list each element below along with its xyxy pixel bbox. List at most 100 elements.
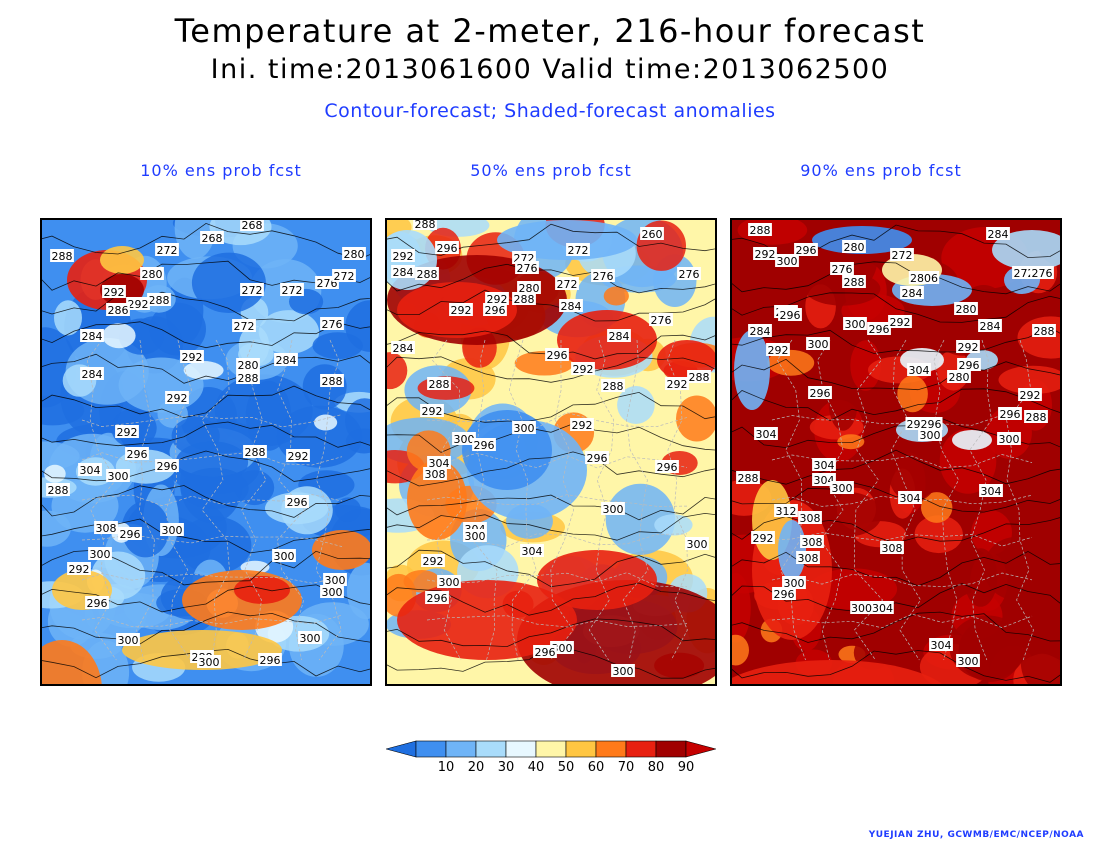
contour-label: 296 [998,407,1022,421]
contour-label: 300 [116,633,140,647]
contour-label: 272 [555,277,579,291]
contour-label: 2806 [908,271,940,285]
svg-text:272: 272 [282,284,303,297]
svg-text:300: 300 [603,503,624,516]
svg-text:304: 304 [814,459,835,472]
contour-label: 288 [50,249,74,263]
contour-label: 308 [94,521,118,535]
contour-label: 292 [391,249,415,263]
contour-label: 300 [452,432,476,446]
svg-text:300304: 300304 [851,602,893,615]
contour-label: 272 [1012,266,1036,280]
contour-label: 284 [391,265,415,279]
colorbar-label: 30 [497,760,515,775]
svg-text:284: 284 [82,330,103,343]
contour-label: 308 [423,467,447,481]
colorbar-swatch [535,740,567,758]
contour-label: 272 [332,269,356,283]
svg-text:296: 296 [535,646,556,659]
colorbar [386,740,716,758]
svg-text:304: 304 [931,639,952,652]
svg-text:288: 288 [750,224,771,237]
contour-label: 260 [640,227,664,241]
svg-text:296: 296 [780,309,801,322]
svg-text:296: 296 [485,304,506,317]
contour-label: 292 [421,554,445,568]
svg-text:280: 280 [844,241,865,254]
svg-text:268: 268 [202,232,223,245]
svg-text:304: 304 [522,545,543,558]
contour-label: 296 [533,645,557,659]
contour-label: 268 [200,231,224,245]
contour-label: 292 [956,340,980,354]
contour-label: 300 [320,585,344,599]
svg-text:308: 308 [882,542,903,555]
contour-label: 286 [106,303,130,317]
svg-text:276: 276 [322,318,343,331]
panel-title-90: 90% ens prob fcst [800,161,962,180]
contour-label: 300 [611,664,635,678]
contour-label: 288 [413,220,437,231]
svg-text:292: 292 [128,298,149,311]
contour-label: 296 [585,451,609,465]
svg-text:288: 288 [149,294,170,307]
svg-text:300: 300 [90,548,111,561]
svg-text:268: 268 [242,220,263,232]
contour-label: 300 [843,317,867,331]
svg-text:292: 292 [423,555,444,568]
colorbar-swatch [505,740,537,758]
colorbar-swatch [565,740,597,758]
contour-label: 288 [512,292,536,306]
contour-label: 272 [280,283,304,297]
svg-text:296: 296 [127,448,148,461]
svg-text:284: 284 [980,320,1001,333]
svg-text:300: 300 [199,656,220,669]
contour-label: 300 [512,421,536,435]
contour-label: 300 [806,337,830,351]
contour-label: 308 [796,551,820,565]
contour-label: 284 [559,299,583,313]
svg-text:288: 288 [738,472,759,485]
svg-text:300: 300 [300,632,321,645]
svg-text:300: 300 [162,524,183,537]
svg-text:260: 260 [642,228,663,241]
svg-text:284: 284 [902,287,923,300]
svg-text:296: 296 [587,452,608,465]
svg-text:288: 288 [52,250,73,263]
svg-text:276: 276 [651,314,672,327]
svg-text:280: 280 [956,303,977,316]
contour-label: 296 [808,386,832,400]
contour-label: 288 [842,275,866,289]
svg-text:292: 292 [288,450,309,463]
contour-label: 292 [449,303,473,317]
svg-text:300: 300 [274,550,295,563]
svg-text:292: 292 [451,304,472,317]
contour-label: 284 [391,341,415,355]
contour-label: 272 [155,243,179,257]
colorbar-label: 10 [437,760,455,775]
svg-text:304: 304 [814,474,835,487]
description: Contour-forecast; Shaded-forecast anomal… [324,100,776,122]
contour-label: 304 [754,427,778,441]
svg-text:300: 300 [845,318,866,331]
contour-label: 288 [687,370,711,384]
contour-label: 280 [954,302,978,316]
contour-label: 292 [1018,388,1042,402]
svg-text:304: 304 [756,428,777,441]
contour-label: 296 [772,587,796,601]
contour-label: 304 [979,484,1003,498]
svg-text:284: 284 [988,228,1009,241]
svg-text:292: 292 [768,344,789,357]
contour-label: 296 [85,596,109,610]
svg-text:280: 280 [142,268,163,281]
contour-label: 276 [830,262,854,276]
contour-label: 276 [515,261,539,275]
svg-text:300: 300 [325,574,346,587]
contour-label: 300 [775,254,799,268]
svg-text:292: 292 [182,351,203,364]
contour-label: 296 [778,308,802,322]
svg-text:286: 286 [108,304,129,317]
colorbar-arrow-left [386,740,417,758]
contour-label: 284 [978,319,1002,333]
contour-label: 292 [420,404,444,418]
